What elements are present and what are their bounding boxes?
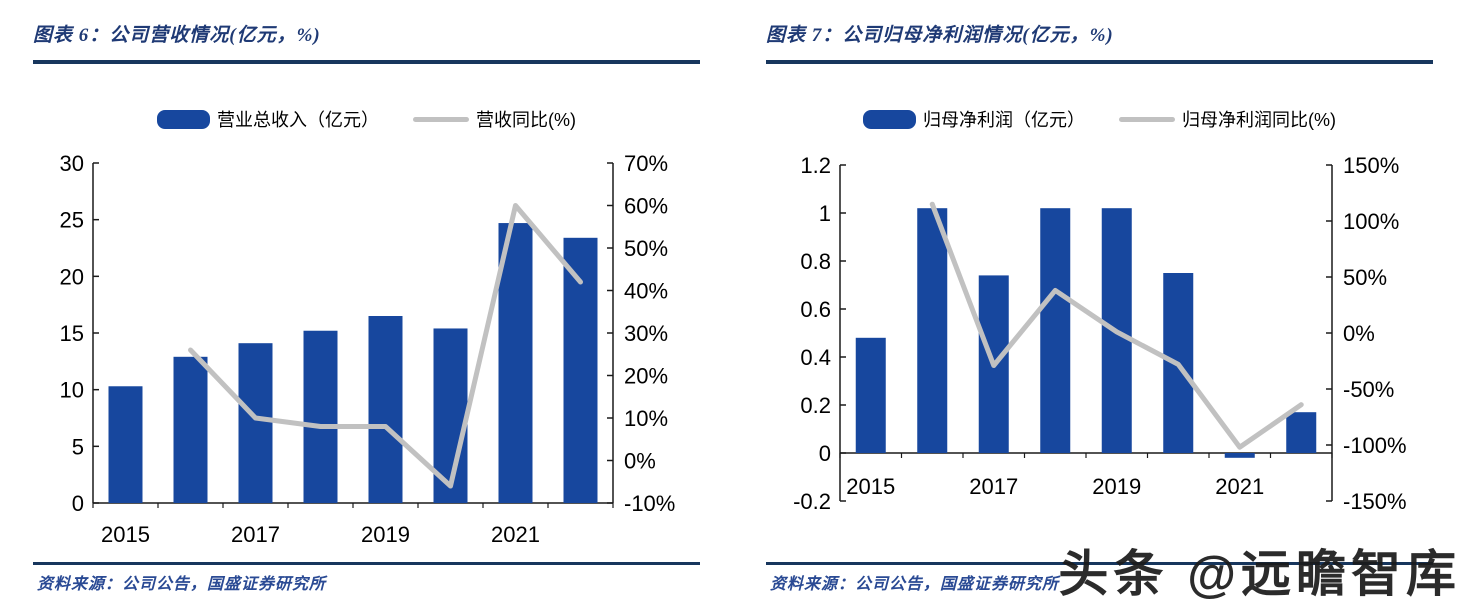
revenue-chart: 0 5 10 15 20 25 30 -10% 0% 10% 20% 30% 40% 50% 60% 70% 2… — [60, 151, 676, 547]
footer-rule — [33, 562, 700, 565]
legend-label: 营业总收入（亿元） — [217, 110, 379, 130]
svg-text:20%: 20% — [624, 364, 668, 389]
svg-text:10: 10 — [60, 378, 84, 403]
line-legend-swatch — [1119, 116, 1175, 122]
net-profit-chart: -0.2 0 0.2 0.4 0.6 0.8 1 1.2 -150% -100% -50% 0% 50%… — [793, 153, 1407, 514]
svg-text:-0.2: -0.2 — [793, 489, 831, 514]
svg-text:0: 0 — [72, 491, 84, 516]
svg-text:2017: 2017 — [231, 522, 280, 547]
svg-text:50%: 50% — [1343, 265, 1387, 290]
svg-text:0.4: 0.4 — [800, 345, 831, 370]
svg-text:0: 0 — [819, 441, 831, 466]
source-note: 资料来源：公司公告，国盛证券研究所 — [37, 576, 327, 593]
legend-label: 归母净利润同比(%) — [1182, 110, 1336, 130]
panel-net-profit: 图表 7：公司归母净利润情况(亿元，%) 归母净利润（亿元） 归母净利润同比(%… — [733, 0, 1465, 603]
svg-text:60%: 60% — [624, 194, 668, 219]
svg-text:2015: 2015 — [846, 474, 895, 499]
svg-text:2017: 2017 — [969, 474, 1018, 499]
svg-text:-150%: -150% — [1343, 489, 1407, 514]
svg-text:2021: 2021 — [491, 522, 540, 547]
svg-text:0%: 0% — [1343, 321, 1375, 346]
title-rule — [766, 60, 1433, 64]
legend-item-profit-line: 归母净利润同比(%) — [1119, 106, 1336, 132]
svg-text:70%: 70% — [624, 151, 668, 176]
svg-text:30%: 30% — [624, 321, 668, 346]
svg-text:0%: 0% — [624, 449, 656, 474]
svg-text:1: 1 — [819, 201, 831, 226]
svg-text:30: 30 — [60, 151, 84, 176]
svg-text:0.8: 0.8 — [800, 249, 831, 274]
legend-item-profit-bar: 归母净利润（亿元） — [863, 106, 1085, 132]
svg-text:50%: 50% — [624, 236, 668, 261]
footer-rule — [766, 562, 1433, 565]
svg-text:0.2: 0.2 — [800, 393, 831, 418]
legend-net-profit: 归母净利润（亿元） 归母净利润同比(%) — [733, 106, 1465, 132]
panel-revenue: 图表 6：公司营收情况(亿元，%) 营业总收入（亿元） 营收同比(%) 0 5 10… — [0, 25, 733, 593]
svg-text:2019: 2019 — [1092, 474, 1141, 499]
bar-legend-swatch — [863, 109, 916, 129]
svg-text:40%: 40% — [624, 279, 668, 304]
svg-text:15: 15 — [60, 321, 84, 346]
legend-item-revenue-bar: 营业总收入（亿元） — [157, 106, 379, 132]
svg-text:-50%: -50% — [1343, 377, 1394, 402]
title-rule — [33, 60, 700, 64]
legend-label: 营收同比(%) — [476, 110, 576, 130]
svg-text:20: 20 — [60, 264, 84, 289]
svg-text:25: 25 — [60, 208, 84, 233]
chart-title-revenue: 图表 6：公司营收情况(亿元，%) — [33, 25, 321, 46]
svg-text:100%: 100% — [1343, 209, 1399, 234]
svg-text:2021: 2021 — [1215, 474, 1264, 499]
svg-text:150%: 150% — [1343, 153, 1399, 178]
source-note: 资料来源：公司公告，国盛证券研究所 — [770, 576, 1060, 593]
svg-text:10%: 10% — [624, 406, 668, 431]
svg-text:2015: 2015 — [101, 522, 150, 547]
svg-text:-10%: -10% — [624, 491, 675, 516]
legend-item-revenue-line: 营收同比(%) — [413, 106, 576, 132]
legend-label: 归母净利润（亿元） — [923, 110, 1085, 130]
svg-text:5: 5 — [72, 434, 84, 459]
svg-text:-100%: -100% — [1343, 433, 1407, 458]
svg-text:0.6: 0.6 — [800, 297, 831, 322]
watermark: 头条 @远瞻智库 — [1058, 546, 1461, 602]
bar-legend-swatch — [157, 109, 210, 129]
line-legend-swatch — [413, 116, 469, 122]
legend-revenue: 营业总收入（亿元） 营收同比(%) — [0, 106, 733, 132]
svg-text:2019: 2019 — [361, 522, 410, 547]
svg-text:1.2: 1.2 — [800, 153, 831, 178]
chart-title-net-profit: 图表 7：公司归母净利润情况(亿元，%) — [766, 25, 1114, 46]
